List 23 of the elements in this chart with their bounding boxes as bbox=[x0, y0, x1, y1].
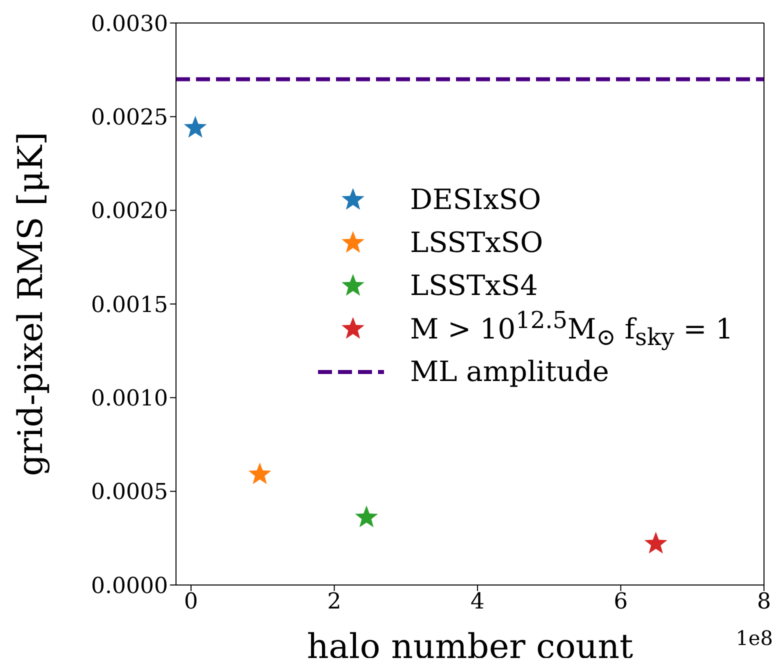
x-tick-label: 6 bbox=[614, 590, 628, 615]
y-axis-title: grid-pixel RMS [μK] bbox=[11, 132, 52, 476]
x-tick-label: 8 bbox=[757, 590, 771, 615]
y-tick-label: 0.0000 bbox=[91, 574, 168, 599]
point bbox=[644, 532, 668, 554]
legend-label: LSSTxSO bbox=[410, 226, 544, 259]
y-tick-label: 0.0005 bbox=[91, 480, 168, 506]
point bbox=[355, 506, 378, 528]
legend-label: DESIxSO bbox=[410, 183, 542, 216]
y-tick-label: 0.0015 bbox=[91, 292, 168, 318]
y-tick-label: 0.0020 bbox=[91, 199, 168, 224]
y-tick-label: 0.0025 bbox=[91, 105, 168, 130]
x-tick-label: 4 bbox=[470, 590, 485, 615]
legend-label: LSSTxS4 bbox=[410, 269, 538, 302]
x-tick-label: 0 bbox=[184, 590, 198, 615]
point bbox=[248, 462, 272, 484]
legend-label: ML amplitude bbox=[410, 355, 610, 388]
text: 1e8 bbox=[736, 626, 773, 650]
y-tick-label: 0.0030 bbox=[91, 12, 168, 37]
y-tick-label: 0.0010 bbox=[91, 386, 168, 412]
legend-label: M > 10$^{12.5}$M$_{⊙}$ f$_{sky}$ = 1 bbox=[410, 306, 734, 351]
x-tick-label: 2 bbox=[327, 590, 342, 615]
point bbox=[184, 116, 207, 138]
